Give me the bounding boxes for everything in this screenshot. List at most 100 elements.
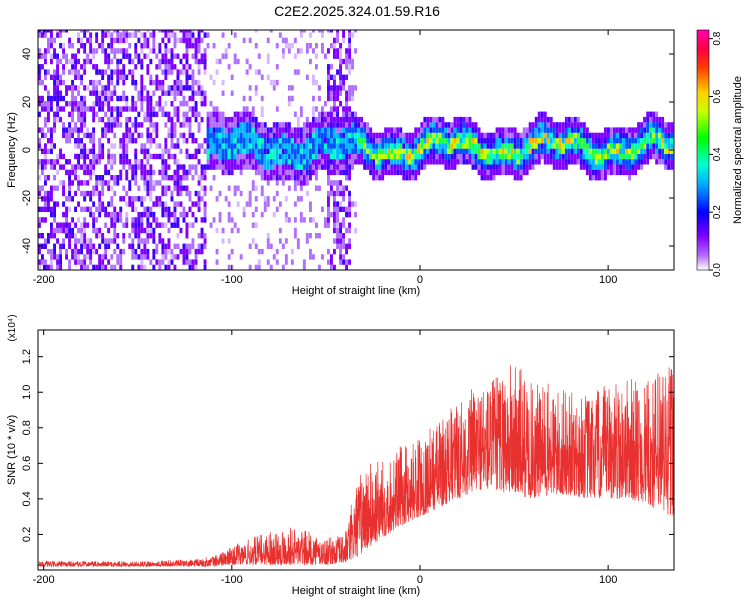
heatmap-cell xyxy=(191,106,195,112)
heatmap-cell xyxy=(522,153,526,160)
heatmap-cell xyxy=(197,248,201,255)
heatmap-cell xyxy=(191,53,195,59)
heatmap-cell xyxy=(152,37,156,44)
heatmap-cell xyxy=(251,127,255,133)
heatmap-cell xyxy=(588,148,592,154)
heatmap-cell xyxy=(537,122,541,128)
heatmap-cell xyxy=(104,69,108,75)
heatmap-cell xyxy=(290,159,294,165)
heatmap-cell xyxy=(375,143,379,149)
heatmap-cell xyxy=(348,159,351,165)
heatmap-cell xyxy=(281,132,285,139)
heatmap-cell xyxy=(474,122,478,128)
heatmap-cell xyxy=(284,169,288,176)
heatmap-cell xyxy=(167,264,171,270)
heatmap-cell xyxy=(83,233,87,239)
heatmap-cell xyxy=(47,190,50,197)
heatmap-cell xyxy=(74,95,77,102)
heatmap-cell xyxy=(254,30,258,33)
heatmap-cell xyxy=(610,153,613,160)
heatmap-cell xyxy=(170,190,174,197)
heatmap-cell xyxy=(107,53,111,59)
heatmap-cell xyxy=(194,111,198,117)
heatmap-cell xyxy=(215,58,219,65)
heatmap-cell xyxy=(101,106,105,112)
heatmap-cell xyxy=(185,69,189,75)
heatmap-cell xyxy=(65,222,68,228)
heatmap-cell xyxy=(275,64,279,70)
heatmap-cell xyxy=(579,164,583,170)
heatmap-cell xyxy=(50,143,53,149)
heatmap-cell xyxy=(522,138,526,144)
heatmap-cell xyxy=(68,243,71,249)
heatmap-cell xyxy=(104,222,108,228)
heatmap-cell xyxy=(38,248,41,255)
heatmap-cell xyxy=(513,159,517,165)
heatmap-cell xyxy=(342,222,345,228)
heatmap-cell xyxy=(98,211,102,218)
heatmap-cell xyxy=(375,132,379,139)
heatmap-cell xyxy=(152,79,156,86)
heatmap-cell xyxy=(218,138,222,144)
heatmap-cell xyxy=(101,153,105,160)
heatmap-cell xyxy=(272,175,276,181)
heatmap-cell xyxy=(351,85,354,91)
heatmap-cell xyxy=(330,95,333,102)
heatmap-cell xyxy=(471,122,475,128)
heatmap-cell xyxy=(363,148,367,154)
heatmap-cell xyxy=(564,148,568,154)
heatmap-cell xyxy=(354,111,357,117)
heatmap-cell xyxy=(254,69,258,75)
heatmap-cell xyxy=(640,153,643,160)
heatmap-cell xyxy=(80,259,83,265)
heatmap-cell xyxy=(176,254,180,260)
heatmap-cell xyxy=(110,153,114,160)
heatmap-cell xyxy=(266,175,270,181)
heatmap-cell xyxy=(390,164,394,170)
heatmap-cell xyxy=(558,127,562,133)
heatmap-cell xyxy=(185,259,189,265)
heatmap-cell xyxy=(38,159,41,165)
heatmap-cell xyxy=(209,185,213,191)
heatmap-cell xyxy=(122,74,126,80)
heatmap-cell xyxy=(128,43,132,49)
heatmap-cell xyxy=(164,53,168,59)
heatmap-cell xyxy=(164,32,168,38)
heatmap-cell xyxy=(173,201,177,207)
heatmap-cell xyxy=(281,127,285,133)
heatmap-cell xyxy=(664,153,668,160)
heatmap-cell xyxy=(212,138,216,144)
heatmap-cell xyxy=(272,143,276,149)
heatmap-cell xyxy=(628,138,631,144)
heatmap-cell xyxy=(489,138,493,144)
heatmap-cell xyxy=(248,132,252,139)
heatmap-cell xyxy=(321,148,324,154)
heatmap-cell xyxy=(140,175,144,181)
heatmap-cell xyxy=(113,190,117,197)
heatmap-cell xyxy=(561,159,565,165)
heatmap-cell xyxy=(595,138,598,144)
heatmap-cell xyxy=(634,143,637,149)
heatmap-cell xyxy=(158,259,162,265)
heatmap-cell xyxy=(212,111,216,117)
heatmap-cell xyxy=(450,132,454,139)
heatmap-cell xyxy=(131,264,135,270)
heatmap-cell xyxy=(170,53,174,59)
snr-y-axis-label: SNR (10 * v/v) xyxy=(6,415,18,485)
heatmap-cell xyxy=(342,196,345,202)
heatmap-cell xyxy=(53,159,56,165)
colorbar-tick-label: 0.2 xyxy=(712,205,723,219)
heatmap-cell xyxy=(185,211,189,218)
heatmap-cell xyxy=(266,138,270,144)
heatmap-cell xyxy=(604,175,607,181)
heatmap-cell xyxy=(257,259,261,265)
heatmap-cell xyxy=(598,153,601,160)
heatmap-cell xyxy=(218,159,222,165)
heatmap-cell xyxy=(83,153,87,160)
heatmap-cell xyxy=(254,138,258,144)
heatmap-cell xyxy=(281,148,285,154)
heatmap-cell xyxy=(50,95,53,102)
heatmap-cell xyxy=(152,111,156,117)
heatmap-cell xyxy=(170,64,174,70)
